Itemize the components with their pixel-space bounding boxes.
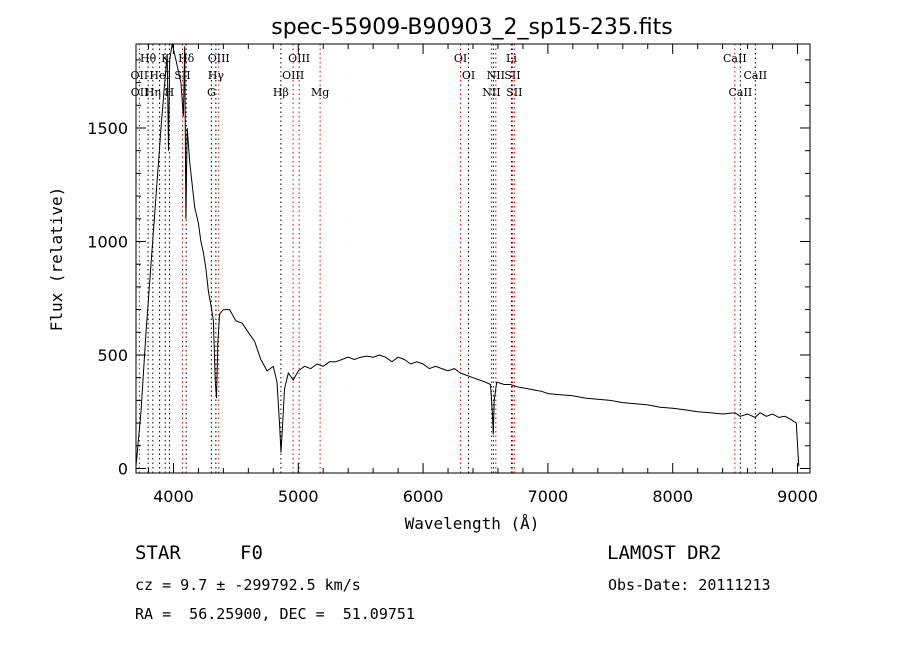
line-label: NII (487, 69, 505, 82)
line-label: CaII (723, 52, 747, 65)
line-label: Hη (145, 86, 161, 99)
x-tick-label: 4000 (153, 487, 194, 506)
line-label: SII (504, 69, 520, 82)
y-tick-label: 1000 (87, 232, 128, 251)
x-tick-label: 5000 (278, 487, 319, 506)
line-label: HeI (149, 69, 169, 82)
line-label: CaII (729, 86, 753, 99)
y-tick-label: 1500 (87, 119, 128, 138)
observation-date: Obs-Date: 20111213 (608, 576, 771, 594)
line-label: NII (482, 86, 500, 99)
line-label: Mg (311, 86, 329, 99)
line-label: K (161, 52, 170, 65)
y-axis-label: Flux (relative) (47, 187, 66, 332)
line-label: OI (462, 69, 475, 82)
plot-frame (135, 43, 811, 474)
plot-axes (135, 43, 811, 474)
spectral-subclass: F0 (240, 542, 263, 564)
line-label: OII (131, 69, 149, 82)
line-label: Hδ (178, 52, 195, 65)
survey-name: LAMOST DR2 (607, 542, 722, 564)
spectrum-line (136, 44, 800, 467)
line-label: Li (506, 52, 517, 65)
y-tick-label: 0 (118, 459, 128, 478)
line-label: OII (131, 86, 149, 99)
x-axis-label: Wavelength (Å) (405, 514, 540, 533)
line-label: CaII (743, 69, 767, 82)
line-label: SII (506, 86, 522, 99)
line-label: OIII (282, 69, 304, 82)
line-label: OIII (288, 52, 310, 65)
line-label: Hγ (208, 69, 225, 82)
x-tick-label: 8000 (652, 487, 693, 506)
y-tick-label: 500 (97, 346, 128, 365)
line-label: OIII (208, 52, 230, 65)
coordinates-readout: RA = 56.25900, DEC = 51.09751 (135, 605, 415, 623)
line-label: OI (454, 52, 467, 65)
line-label: SII (174, 69, 190, 82)
x-tick-label: 6000 (403, 487, 444, 506)
x-tick-label: 7000 (528, 487, 569, 506)
spectral-line-labels: Hθ K Hδ OIII OIII OI Li CaII OII HeI SII Hγ OIII OI NI… (131, 52, 768, 99)
redshift-readout: cz = 9.7 ± -299792.5 km/s (135, 576, 361, 594)
line-label: Hθ (140, 52, 157, 65)
line-label: G (207, 86, 216, 99)
spectral-line-markers (138, 44, 756, 473)
spectrum-series (136, 44, 800, 467)
line-label: Hβ (273, 86, 289, 99)
tick-labels: 4000 5000 6000 7000 8000 9000 0 500 1000 1500 (87, 119, 818, 506)
chart-title: spec-55909-B90903_2_sp15-235.fits (271, 15, 673, 40)
x-tick-label: 9000 (777, 487, 818, 506)
object-type: STAR (135, 542, 181, 564)
